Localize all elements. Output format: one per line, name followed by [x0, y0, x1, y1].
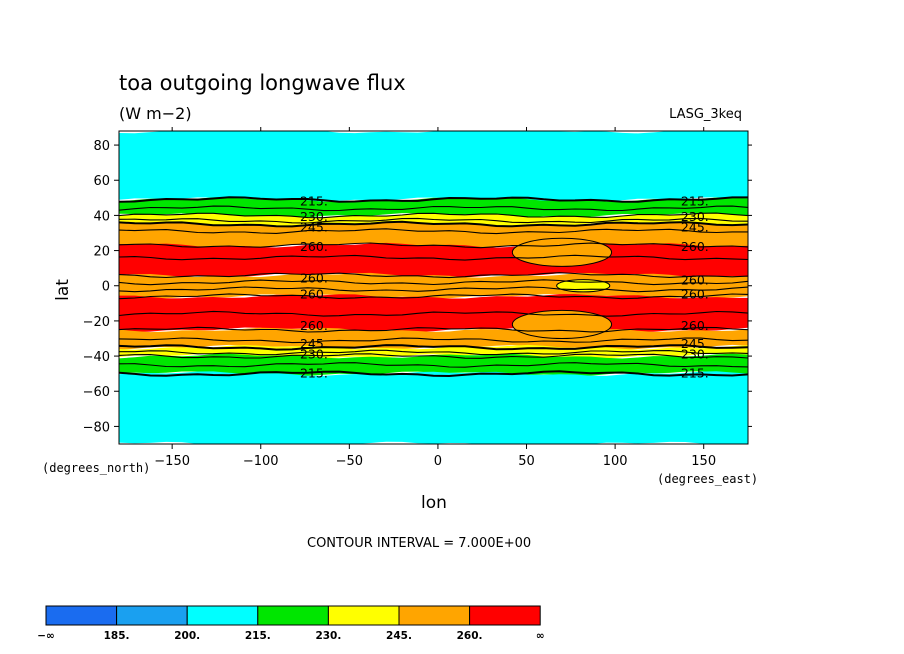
x-axis-label: lon — [421, 493, 447, 513]
y-tick-label: −40 — [83, 350, 110, 365]
contour-line — [118, 362, 749, 368]
axis-ticks: −150 −100 −50 0 50 100 150 80 60 40 20 0 −20 −40 −60 −8… — [83, 127, 752, 469]
contour-line — [118, 279, 749, 286]
contour-labels: 215.230.245.260.260.260.260.245.230.215.… — [300, 193, 709, 380]
band-1 — [119, 197, 748, 218]
colorbar-label: 245. — [386, 630, 412, 642]
contour-line — [118, 326, 749, 333]
band-0 — [119, 131, 748, 202]
indian-ocean-orange-bulge-north — [511, 237, 613, 267]
contour-line — [119, 349, 749, 356]
colorbar-swatch — [116, 605, 188, 626]
band-10 — [119, 371, 748, 444]
colorbar-label: ∞ — [536, 630, 545, 642]
contour-label: 230. — [300, 209, 328, 224]
colorbar-swatch — [398, 605, 471, 626]
colorbar-swatch — [469, 605, 541, 626]
band-9 — [119, 353, 748, 376]
contour-label: 260. — [681, 239, 709, 254]
colorbar-label: 260. — [457, 630, 483, 642]
contour-label: 260. — [681, 272, 709, 287]
contour-label: 245. — [300, 336, 328, 351]
x-tick-label: 150 — [691, 454, 716, 469]
contour-line — [118, 370, 749, 378]
contour-line — [118, 272, 749, 279]
colorbar-label: −∞ — [37, 630, 55, 642]
x-tick-label: 50 — [518, 454, 535, 469]
y-tick-label: −20 — [83, 315, 110, 330]
contour-line — [118, 286, 749, 293]
colorbar: −∞ 185. 200. 215. 230. 245. 260. ∞ — [37, 605, 545, 642]
contour-label: 215. — [300, 193, 328, 208]
contour-line — [118, 242, 749, 249]
contour-label: 260. — [300, 239, 328, 254]
plot-area: 215.230.245.260.260.260.260.245.230.215.… — [83, 127, 752, 469]
contour-label: 260. — [300, 287, 328, 302]
contour-label: 260. — [681, 287, 709, 302]
contour-line — [118, 196, 748, 203]
contour-line — [118, 344, 749, 351]
colorbar-swatch — [186, 605, 259, 626]
x-units-label: (degrees_east) — [657, 472, 758, 486]
contour-line — [118, 353, 749, 359]
colorbar-label: 200. — [174, 630, 200, 642]
contour-line — [118, 254, 749, 261]
plot-frame — [118, 130, 749, 445]
contour-label: 215. — [681, 366, 709, 381]
color-bands — [119, 131, 748, 444]
contour-label: 215. — [300, 366, 328, 381]
y-axis-label: lat — [53, 279, 73, 301]
colorbar-swatch — [257, 605, 329, 626]
y-tick-label: 40 — [93, 209, 110, 224]
x-tick-label: 0 — [434, 454, 442, 469]
contour-label: 245. — [300, 220, 328, 235]
y-tick-label: −60 — [83, 385, 110, 400]
contour-label: 215. — [681, 193, 709, 208]
contour-label: 245. — [681, 336, 709, 351]
x-tick-label: −150 — [154, 454, 190, 469]
x-tick-label: −50 — [336, 454, 363, 469]
contour-line — [118, 293, 749, 300]
contour-label: 260. — [681, 318, 709, 333]
y-tick-label: −80 — [83, 420, 110, 435]
contour-line — [118, 220, 749, 228]
contour-label: 230. — [300, 346, 328, 361]
y-units-label: (degrees_north) — [42, 461, 150, 475]
contour-line — [118, 228, 748, 235]
contour-line — [118, 337, 749, 344]
y-tick-label: 20 — [93, 245, 110, 260]
colorbar-label: 230. — [315, 630, 341, 642]
contour-interval: CONTOUR INTERVAL = 7.000E+00 — [307, 536, 531, 551]
colorbar-label: 215. — [245, 630, 271, 642]
contour-label: 230. — [681, 209, 709, 224]
colorbar-label: 185. — [104, 630, 130, 642]
y-tick-label: 80 — [93, 139, 110, 154]
contour-line — [118, 310, 749, 317]
x-tick-label: 100 — [603, 454, 628, 469]
y-tick-label: 0 — [102, 280, 110, 295]
colorbar-swatch — [45, 605, 118, 626]
contour-line — [118, 212, 749, 219]
contour-label: 260. — [300, 318, 328, 333]
band-4 — [119, 242, 748, 278]
contour-label: 245. — [681, 220, 709, 235]
x-tick-label: −100 — [243, 454, 279, 469]
contour-line — [118, 217, 749, 224]
chart-units: (W m−2) — [119, 104, 192, 123]
y-tick-label: 60 — [93, 174, 110, 189]
contour-label: 230. — [681, 346, 709, 361]
chart-title: toa outgoing longwave flux — [119, 71, 406, 95]
contour-label: 260. — [300, 271, 328, 286]
contour-lines — [118, 196, 749, 378]
contour-line — [118, 205, 749, 212]
dataset-label: LASG_3keq — [669, 107, 742, 122]
colorbar-swatch — [327, 605, 400, 626]
